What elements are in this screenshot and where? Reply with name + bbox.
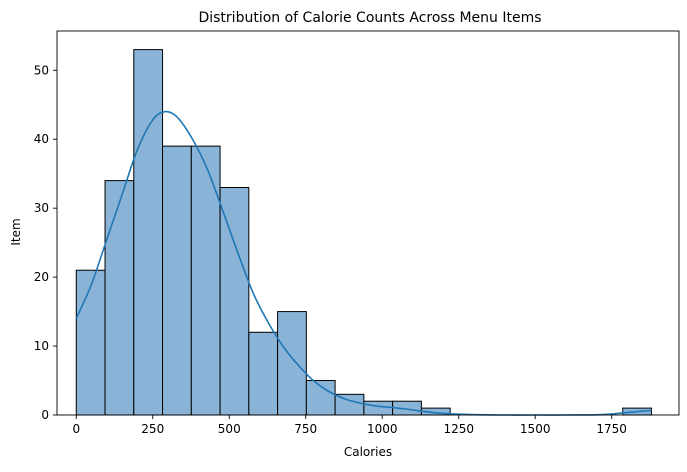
histogram-bar-10 bbox=[363, 400, 394, 416]
histogram-bar-4 bbox=[190, 145, 221, 416]
x-tick-label: 1750 bbox=[596, 422, 627, 436]
y-tick-label: 0 bbox=[41, 408, 49, 422]
x-tick-label: 750 bbox=[294, 422, 317, 436]
x-tick-label: 1500 bbox=[520, 422, 551, 436]
histogram-bar-5 bbox=[219, 186, 250, 416]
plot-frame bbox=[56, 30, 680, 416]
y-tick-label: 50 bbox=[34, 63, 49, 77]
y-tick-label: 10 bbox=[34, 339, 49, 353]
histogram-bar-0 bbox=[75, 269, 106, 416]
x-tick-label: 250 bbox=[141, 422, 164, 436]
bars-layer bbox=[75, 49, 652, 416]
histogram-bar-2 bbox=[133, 49, 164, 416]
histogram-bar-1 bbox=[104, 180, 135, 416]
histogram-bar-7 bbox=[277, 311, 307, 416]
y-tick-label: 30 bbox=[34, 201, 49, 215]
histogram-bar-3 bbox=[162, 145, 192, 416]
y-tick-label: 20 bbox=[34, 270, 49, 284]
x-tick-label: 0 bbox=[72, 422, 80, 436]
x-tick-label: 1000 bbox=[367, 422, 398, 436]
y-axis-label: Item bbox=[9, 218, 23, 245]
x-tick-label: 500 bbox=[218, 422, 241, 436]
y-axis-ticks: 0 10 20 30 40 50 bbox=[34, 63, 57, 422]
histogram-bar-6 bbox=[248, 331, 279, 416]
x-axis-ticks: 0 250 500 750 1000 1250 1500 1750 bbox=[72, 415, 627, 436]
chart-title: Distribution of Calorie Counts Across Me… bbox=[198, 10, 541, 26]
y-tick-label: 40 bbox=[34, 132, 49, 146]
x-tick-label: 1250 bbox=[443, 422, 474, 436]
x-axis-label: Calories bbox=[344, 445, 392, 459]
